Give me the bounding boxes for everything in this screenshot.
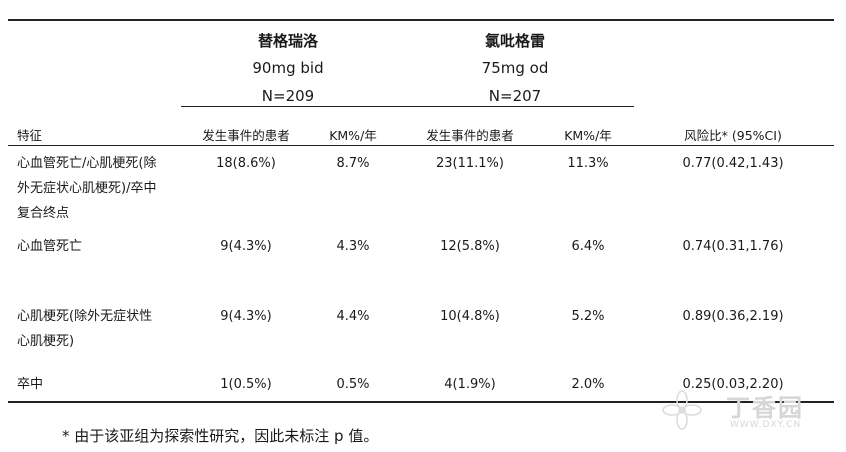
col-km1: KM%/年: [329, 128, 377, 143]
row-events2: 12(5.8%): [440, 239, 500, 254]
row-km2: 11.3%: [567, 156, 609, 171]
watermark: 丁香园 WWW.DXY.CN: [660, 384, 840, 440]
row-km2: 6.4%: [571, 239, 605, 254]
row-events2: 4(1.9%): [444, 377, 496, 392]
watermark-flower-icon: [662, 390, 702, 430]
col-km2: KM%/年: [564, 128, 612, 143]
row-label: 卒中: [17, 377, 44, 392]
drug2-n: N=207: [488, 87, 542, 105]
row-km2: 5.2%: [571, 309, 605, 324]
row-hr: 0.25(0.03,2.20): [682, 377, 784, 392]
drug-header-rule: [181, 106, 634, 107]
col-feature: 特征: [17, 128, 43, 143]
col-hr: 风险比* (95%CI): [684, 128, 782, 143]
row-label: 心血管死亡/心肌梗死(除外无症状心肌梗死)/卒中复合终点: [17, 156, 157, 221]
row-km1: 4.4%: [336, 309, 370, 324]
row-km1: 0.5%: [336, 377, 370, 392]
row-events2: 23(11.1%): [436, 156, 504, 171]
drug1-n: N=209: [261, 87, 315, 105]
footnote: * 由于该亚组为探索性研究，因此未标注 p 值。: [62, 427, 379, 445]
row-events1: 18(8.6%): [216, 156, 276, 171]
drug1-dose: 90mg bid: [252, 59, 324, 77]
row-km1: 8.7%: [336, 156, 370, 171]
row-events2: 10(4.8%): [440, 309, 500, 324]
drug2-dose: 75mg od: [481, 59, 549, 77]
col-events1: 发生事件的患者: [202, 128, 290, 143]
table-bottom-rule: [8, 401, 834, 403]
row-hr: 0.74(0.31,1.76): [682, 239, 784, 254]
row-label: 心血管死亡: [17, 239, 83, 254]
drug2-name: 氯吡格雷: [484, 32, 545, 50]
row-events1: 1(0.5%): [220, 377, 272, 392]
row-label: 心肌梗死(除外无症状性心肌梗死): [17, 309, 153, 349]
watermark-text: 丁香园: [726, 394, 804, 422]
row-hr: 0.89(0.36,2.19): [682, 309, 784, 324]
column-header-rule: [8, 145, 834, 146]
drug1-name: 替格瑞洛: [257, 32, 318, 50]
row-km2: 2.0%: [571, 377, 605, 392]
row-km1: 4.3%: [336, 239, 370, 254]
col-events2: 发生事件的患者: [426, 128, 514, 143]
row-events1: 9(4.3%): [220, 239, 272, 254]
watermark-url: WWW.DXY.CN: [730, 420, 802, 430]
table-top-rule: [8, 19, 834, 21]
row-events1: 9(4.3%): [220, 309, 272, 324]
row-hr: 0.77(0.42,1.43): [682, 156, 784, 171]
